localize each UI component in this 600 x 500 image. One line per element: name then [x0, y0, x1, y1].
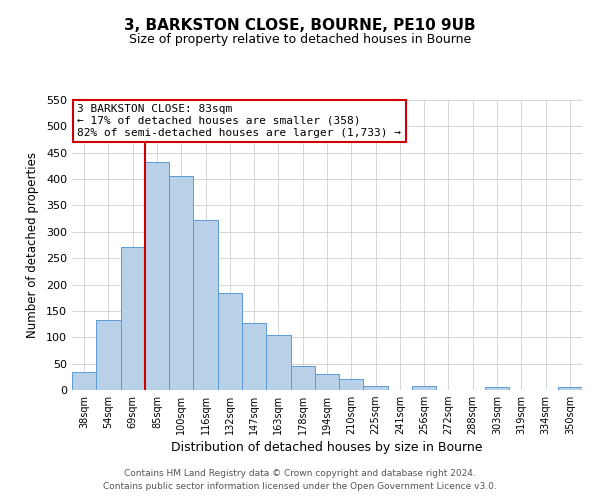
Text: 3, BARKSTON CLOSE, BOURNE, PE10 9UB: 3, BARKSTON CLOSE, BOURNE, PE10 9UB — [124, 18, 476, 32]
Bar — [145, 162, 169, 390]
Bar — [72, 372, 96, 390]
Bar — [242, 322, 266, 390]
Bar — [218, 293, 242, 390]
Bar — [290, 366, 315, 390]
Bar — [96, 320, 121, 390]
Bar — [315, 374, 339, 390]
Bar — [169, 176, 193, 390]
Bar — [266, 335, 290, 390]
Bar — [121, 247, 145, 390]
Bar — [364, 386, 388, 390]
Bar — [485, 388, 509, 390]
Y-axis label: Number of detached properties: Number of detached properties — [26, 152, 39, 338]
Bar — [193, 220, 218, 390]
Bar — [339, 380, 364, 390]
Text: 3 BARKSTON CLOSE: 83sqm
← 17% of detached houses are smaller (358)
82% of semi-d: 3 BARKSTON CLOSE: 83sqm ← 17% of detache… — [77, 104, 401, 138]
Text: Contains HM Land Registry data © Crown copyright and database right 2024.: Contains HM Land Registry data © Crown c… — [124, 468, 476, 477]
Bar — [558, 388, 582, 390]
Bar — [412, 386, 436, 390]
X-axis label: Distribution of detached houses by size in Bourne: Distribution of detached houses by size … — [171, 442, 483, 454]
Text: Contains public sector information licensed under the Open Government Licence v3: Contains public sector information licen… — [103, 482, 497, 491]
Text: Size of property relative to detached houses in Bourne: Size of property relative to detached ho… — [129, 32, 471, 46]
